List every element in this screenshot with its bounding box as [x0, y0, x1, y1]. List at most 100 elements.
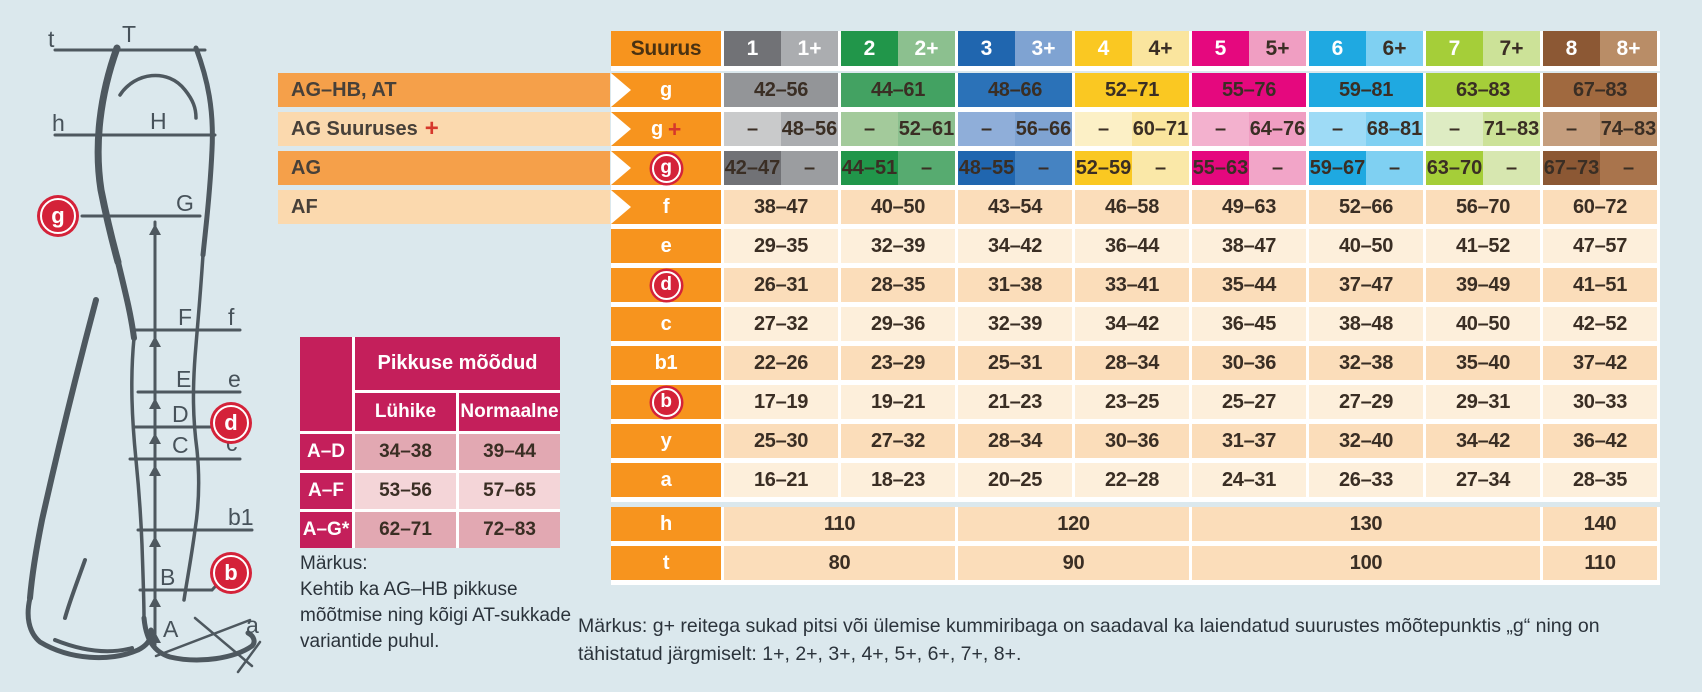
- row-letter-text: t: [662, 551, 670, 574]
- diagram-label-C: C: [172, 432, 189, 458]
- length-row-label-a-d: A–D: [300, 434, 352, 470]
- length-cell: 57–65: [459, 473, 560, 509]
- length-table: Pikkuse mõõdud Lühike Normaalne A–D 34–3…: [300, 337, 560, 548]
- circled-letter-icon: b: [651, 387, 681, 417]
- size-header-group-4: 4 4+: [1075, 31, 1189, 71]
- row-letter-e: e: [611, 229, 721, 263]
- cell-h-130: 130: [1192, 507, 1540, 541]
- cell-gcirc-dash-5: –: [1249, 151, 1306, 185]
- cell-gcirc-size-8: 67–73–: [1543, 151, 1657, 190]
- cell-d-size-3: 31–38: [958, 268, 1072, 302]
- diagram-label-T: T: [122, 21, 137, 47]
- cell-g-size-7: 63–83: [1426, 73, 1540, 107]
- size-header-2: 2: [841, 31, 898, 66]
- length-cell: 72–83: [459, 512, 560, 548]
- cell-f-size-1: 38–47: [724, 190, 838, 224]
- cell-f-size-7: 56–70: [1426, 190, 1540, 224]
- cell-a-size-3: 20–25: [958, 463, 1072, 497]
- cell-b1-size-5: 30–36: [1192, 346, 1306, 380]
- cell-gcirc-dash-3: –: [1015, 151, 1072, 185]
- size-header-6: 6: [1309, 31, 1366, 66]
- cell-gplus-value-7+: 71–83: [1483, 112, 1540, 146]
- plus-icon: +: [667, 115, 682, 142]
- row-letter-f: f: [611, 190, 721, 224]
- row-letter-text: b1: [654, 351, 678, 374]
- cell-b-size-7: 29–31: [1426, 385, 1540, 419]
- cell-c-size-5: 36–45: [1192, 307, 1306, 341]
- cell-gplus-dash-5: –: [1192, 112, 1249, 146]
- cell-gplus-dash-2: –: [841, 112, 898, 146]
- measure-row-b: b 17–19 19–21 21–23 23–25 25–27 27–29 29–31 30–3…: [611, 385, 1660, 424]
- cell-y-size-4: 30–36: [1075, 424, 1189, 458]
- row-letter-c: c: [611, 307, 721, 341]
- cell-g-size-8: 67–83: [1543, 73, 1657, 107]
- cell-b1-size-2: 23–29: [841, 346, 955, 380]
- diagram-label-b1: b1: [228, 504, 254, 530]
- cell-c-size-6: 38–48: [1309, 307, 1423, 341]
- cell-d-size-7: 39–49: [1426, 268, 1540, 302]
- size-header-label: Suurus: [611, 31, 721, 66]
- cell-g-size-6: 59–81: [1309, 73, 1423, 107]
- row-letter-text: h: [660, 512, 672, 535]
- cell-gplus-size-4: –60–71: [1075, 112, 1189, 151]
- measure-row-a: a 16–21 18–23 20–25 22–28 24–31 26–33 27–34 28–3…: [611, 463, 1660, 502]
- cell-h-140: 140: [1543, 507, 1657, 541]
- cell-gplus-dash-8: –: [1543, 112, 1600, 146]
- cell-b1-size-4: 28–34: [1075, 346, 1189, 380]
- measure-row-y: y 25–30 27–32 28–34 30–36 31–37 32–40 34–42 36–4…: [611, 424, 1660, 463]
- cell-a-size-4: 22–28: [1075, 463, 1189, 497]
- measure-row-b1: b1 22–26 23–29 25–31 28–34 30–36 32–38 35–40 37–…: [611, 346, 1660, 385]
- cell-b-size-2: 19–21: [841, 385, 955, 419]
- cell-f-size-6: 52–66: [1309, 190, 1423, 224]
- cell-g-size-2: 44–61: [841, 73, 955, 107]
- diagram-label-c: c: [226, 430, 238, 456]
- cell-gcirc-value-1: 42–47: [724, 151, 781, 185]
- cell-g-size-5: 55–76: [1192, 73, 1306, 107]
- cell-e-size-4: 36–44: [1075, 229, 1189, 263]
- cell-b-size-1: 17–19: [724, 385, 838, 419]
- cell-gplus-size-5: –64–76: [1192, 112, 1306, 151]
- cell-d-size-2: 28–35: [841, 268, 955, 302]
- diagram-badge-g: g: [40, 198, 76, 234]
- cell-b-size-8: 30–33: [1543, 385, 1657, 419]
- cell-gcirc-size-1: 42–47–: [724, 151, 838, 190]
- row-letter-d: d: [611, 268, 721, 302]
- left-note-title: Märkus:: [300, 553, 368, 574]
- cell-a-size-2: 18–23: [841, 463, 955, 497]
- length-cell: 39–44: [459, 434, 560, 470]
- cell-b-size-3: 21–23: [958, 385, 1072, 419]
- cell-gplus-size-7: –71–83: [1426, 112, 1540, 151]
- leg-outline-drawing: [25, 44, 262, 674]
- size-header-5: 5: [1192, 31, 1249, 66]
- measure-row-f: f 38–47 40–50 43–54 46–58 49–63 52–66 56–70 60–7…: [611, 190, 1660, 229]
- diagram-label-A: A: [163, 616, 179, 642]
- row-letter-text: g: [660, 78, 672, 101]
- cell-gcirc-value-2: 44–51: [841, 151, 898, 185]
- cell-a-size-1: 16–21: [724, 463, 838, 497]
- row-letter-gplus: g +: [611, 112, 721, 146]
- cell-d-size-6: 37–47: [1309, 268, 1423, 302]
- cell-t-100: 100: [1192, 546, 1540, 580]
- circled-letter-icon: g: [651, 153, 681, 183]
- size-header-8+: 8+: [1600, 31, 1657, 66]
- cell-gcirc-value-3: 48–55: [958, 151, 1015, 185]
- cell-b1-size-6: 32–38: [1309, 346, 1423, 380]
- length-cell: 62–71: [355, 512, 456, 548]
- cell-b1-size-8: 37–42: [1543, 346, 1657, 380]
- diagram-label-E: E: [176, 366, 192, 392]
- size-header-1: 1: [724, 31, 781, 66]
- cell-gplus-size-1: –48–56: [724, 112, 838, 151]
- length-col-header-luhike: Lühike: [355, 393, 456, 431]
- diagram-label-h: h: [52, 110, 65, 136]
- cell-e-size-6: 40–50: [1309, 229, 1423, 263]
- diagram-label-B: B: [160, 564, 176, 590]
- length-col-header-normaalne: Normaalne: [459, 393, 560, 431]
- cell-b-size-4: 23–25: [1075, 385, 1189, 419]
- row-band-label: AG: [291, 156, 321, 179]
- cell-gplus-value-8+: 74–83: [1600, 112, 1657, 146]
- cell-y-size-2: 27–32: [841, 424, 955, 458]
- cell-a-size-6: 26–33: [1309, 463, 1423, 497]
- cell-a-size-7: 27–34: [1426, 463, 1540, 497]
- size-header-5+: 5+: [1249, 31, 1306, 66]
- size-header-6+: 6+: [1366, 31, 1423, 66]
